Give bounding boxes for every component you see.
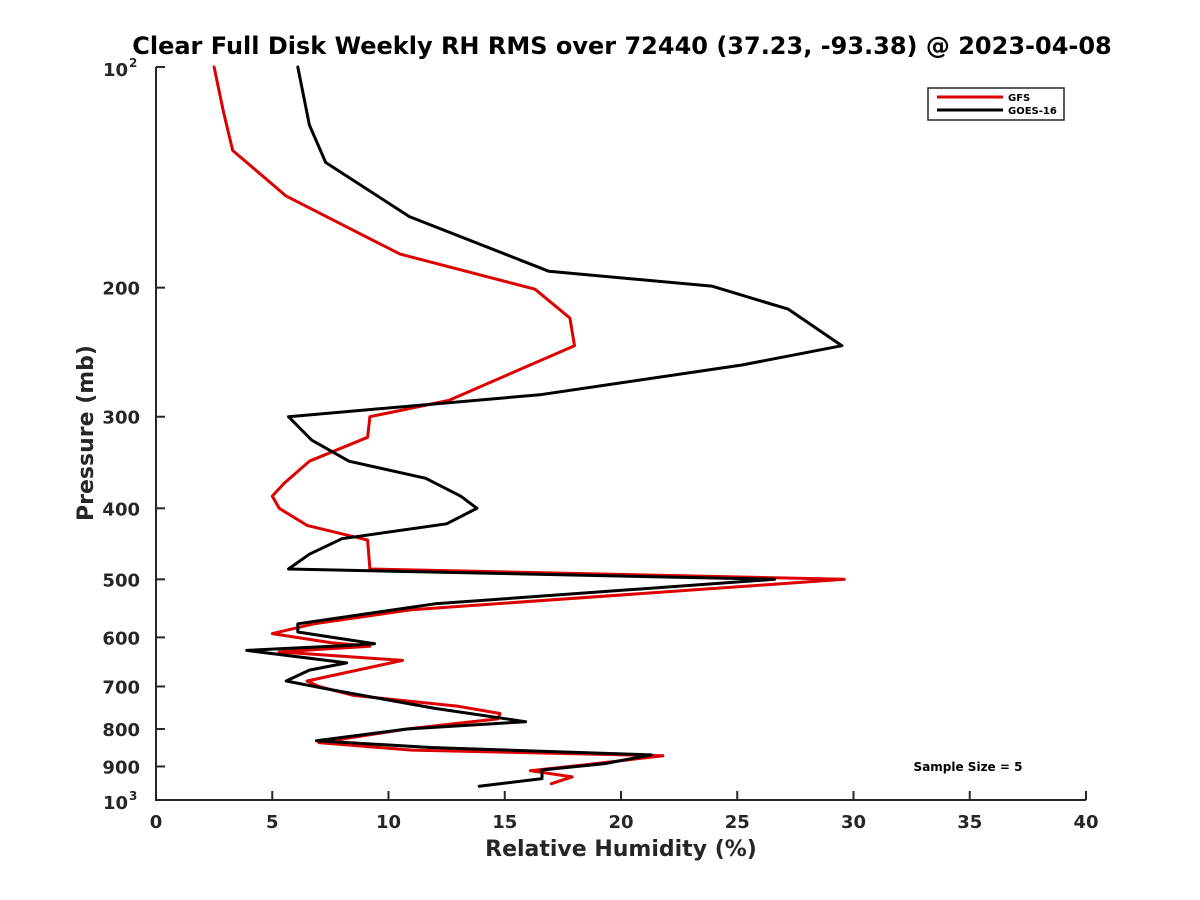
series-layer — [212, 65, 846, 788]
legend: GFS GOES-16 — [927, 87, 1065, 121]
y-tick-label-base: 10 — [103, 60, 128, 81]
sample-size-annotation: Sample Size = 5 — [914, 760, 1023, 774]
x-tick-label: 10 — [376, 812, 401, 833]
y-tick-label: 300 — [102, 408, 140, 429]
y-tick-label: 900 — [102, 757, 140, 778]
legend-label-goes16: GOES-16 — [1008, 106, 1057, 117]
y-tick-label: 500 — [102, 570, 140, 591]
y-tick-label-base: 10 — [103, 793, 128, 814]
series-line-gfs — [212, 65, 846, 786]
y-tick-label: 400 — [102, 499, 140, 520]
y-tick-label-exponent: 3 — [129, 789, 137, 803]
legend-label-gfs: GFS — [1008, 93, 1030, 104]
y-tick-label: 600 — [102, 628, 140, 649]
y-tick-label: 800 — [102, 720, 140, 741]
x-tick-label: 30 — [841, 812, 866, 833]
chart-title: Clear Full Disk Weekly RH RMS over 72440… — [132, 32, 1112, 60]
x-tick-label: 35 — [957, 812, 982, 833]
y-tick-label-exponent: 2 — [129, 56, 137, 70]
x-tick-label: 15 — [492, 812, 517, 833]
x-ticks: 0 5 10 15 20 25 30 35 40 — [150, 791, 1099, 833]
x-tick-label: 40 — [1073, 812, 1098, 833]
y-tick-label: 200 — [102, 279, 140, 300]
x-tick-label: 20 — [608, 812, 633, 833]
x-tick-label: 5 — [266, 812, 279, 833]
y-tick-label: 700 — [102, 677, 140, 698]
x-tick-label: 25 — [725, 812, 750, 833]
y-axis-label: Pressure (mb) — [74, 345, 99, 521]
legend-box — [927, 87, 1065, 121]
plot-area — [155, 67, 1086, 801]
x-axis-label: Relative Humidity (%) — [485, 837, 757, 862]
x-tick-label: 0 — [150, 812, 163, 833]
series-line-goes16 — [245, 65, 844, 788]
